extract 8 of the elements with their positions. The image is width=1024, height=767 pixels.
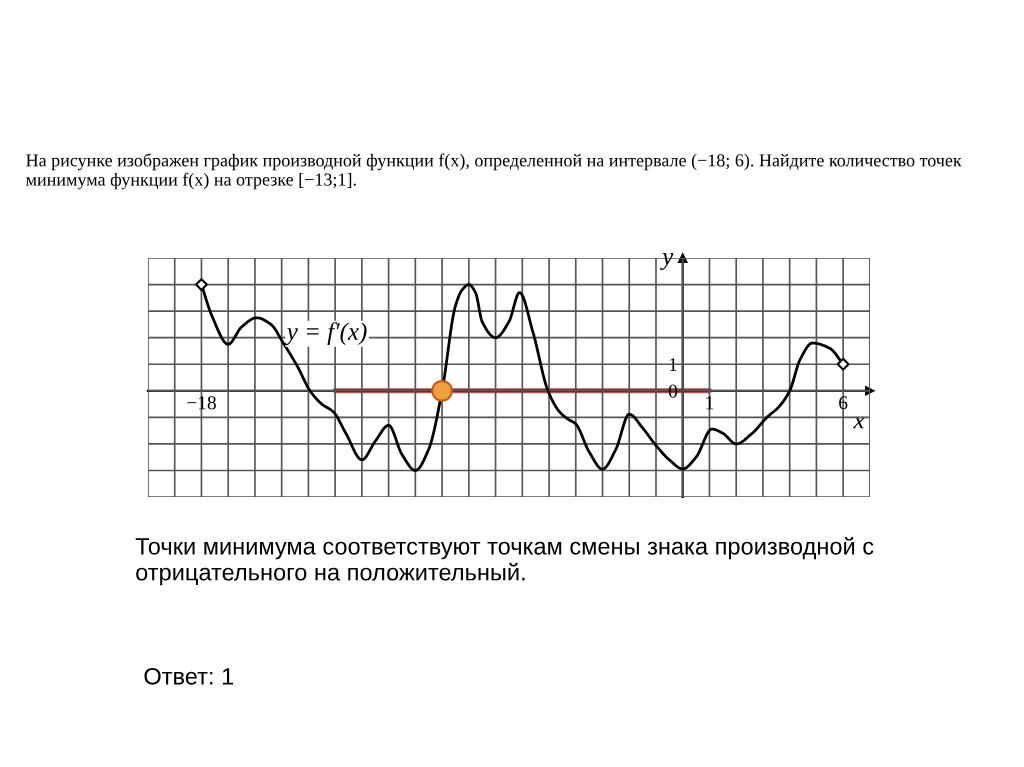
y-axis-title: y [660,253,674,270]
text: Точки минимума соответствуют точкам смены знака производной с отрицательного на положительный. [135,536,874,586]
chart-title: На рисунке изображен график производной функции f(x), определенной на интервале (−18; 6). Найдите количество точек минимума функции f(x) на отрезке [−13;1]. [26,153,962,190]
text: Ответ: 1 [144,667,234,685]
point [195,278,208,291]
annotation: y = f′(x) [284,322,367,346]
point [431,379,453,402]
point [836,357,850,371]
